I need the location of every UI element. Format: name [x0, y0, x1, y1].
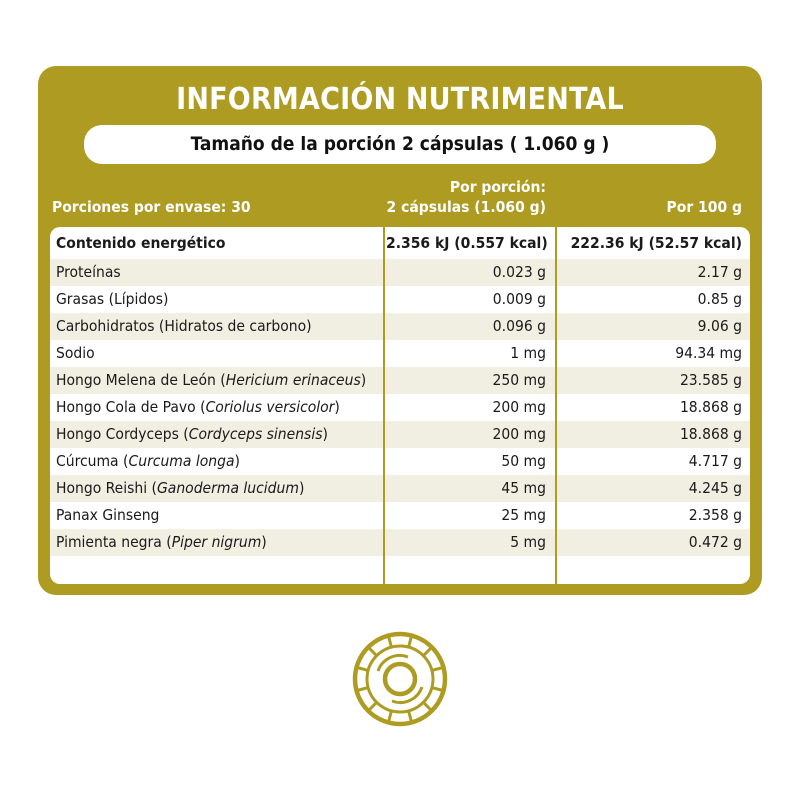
- scientific-name: Hericium erinaceus: [225, 371, 361, 389]
- per-serving-value: 2.356 kJ (0.557 kcal): [386, 234, 548, 252]
- scientific-name: Coriolus versicolor: [205, 398, 335, 416]
- per-serving-value: 1 mg: [510, 344, 546, 362]
- per-100g-value: 4.245 g: [688, 479, 742, 497]
- per-serving-value: 0.023 g: [492, 263, 546, 281]
- table-row: Hongo Cola de Pavo (Coriolus versicolor)…: [50, 394, 750, 421]
- per-serving-value: 250 mg: [492, 371, 546, 389]
- scientific-name: Piper nigrum: [171, 533, 262, 551]
- per-100g-header: Por 100 g: [666, 198, 742, 216]
- per-100g-value: 2.17 g: [697, 263, 742, 281]
- per-100g-value: 0.85 g: [697, 290, 742, 308]
- nutrient-name: Sodio: [56, 344, 95, 362]
- table-row: Hongo Melena de León (Hericium erinaceus…: [50, 367, 750, 394]
- per-100g-value: 4.717 g: [688, 452, 742, 470]
- nutrition-table: Pimienta negra (Piper nigrum) 5 mg 0.472 g…: [50, 227, 750, 584]
- per-100g-value: 18.868 g: [679, 425, 742, 443]
- per-serving-header-line1: Por porción:: [449, 178, 546, 196]
- nutrition-panel: INFORMACIÓN NUTRIMENTAL Tamaño de la por…: [38, 66, 762, 595]
- scientific-name: Cordyceps sinensis: [188, 425, 323, 443]
- per-100g-value: 0.472 g: [688, 533, 742, 551]
- table-row: Carbohidratos (Hidratos de carbono) 0.096…: [50, 313, 750, 340]
- table-row: Hongo Cordyceps (Cordyceps sinensis) 200 …: [50, 421, 750, 448]
- per-100g-value: 222.36 kJ (52.57 kcal): [570, 234, 742, 252]
- nutrient-name: Grasas (Lípidos): [56, 290, 169, 308]
- per-serving-header: Por porción: 2 cápsulas (1.060 g): [384, 177, 546, 217]
- nutrient-name: Cúrcuma (Curcuma longa): [56, 452, 240, 470]
- nutrient-name: Carbohidratos (Hidratos de carbono): [56, 317, 312, 335]
- per-serving-value: 45 mg: [501, 479, 546, 497]
- table-row: Proteínas 0.023 g 2.17 g: [50, 259, 750, 286]
- per-serving-value: 25 mg: [501, 506, 546, 524]
- per-100g-value: 9.06 g: [697, 317, 742, 335]
- column-divider: [383, 227, 385, 584]
- table-row: Cúrcuma (Curcuma longa) 50 mg 4.717 g: [50, 448, 750, 475]
- per-100g-value: 23.585 g: [679, 371, 742, 389]
- table-row: Contenido energético 2.356 kJ (0.557 kcal…: [50, 227, 750, 259]
- table-row: Grasas (Lípidos) 0.009 g 0.85 g: [50, 286, 750, 313]
- nutrient-name: Pimienta negra (Piper nigrum): [56, 533, 267, 551]
- serving-size-banner: Tamaño de la porción 2 cápsulas ( 1.060 …: [84, 125, 716, 164]
- column-divider: [555, 227, 557, 584]
- table-row: Pimienta negra (Piper nigrum) 5 mg 0.472 g: [50, 529, 750, 556]
- per-serving-value: 200 mg: [492, 398, 546, 416]
- per-serving-value: 200 mg: [492, 425, 546, 443]
- nutrient-name: Proteínas: [56, 263, 121, 281]
- table-row: Sodio 1 mg 94.34 mg: [50, 340, 750, 367]
- nutrient-name: Hongo Reishi (Ganoderma lucidum): [56, 479, 305, 497]
- panel-title: INFORMACIÓN NUTRIMENTAL: [176, 82, 624, 117]
- nutrient-name: Hongo Melena de León (Hericium erinaceus…: [56, 371, 367, 389]
- brand-emblem-icon: [352, 631, 448, 727]
- per-serving-header-line2: 2 cápsulas (1.060 g): [386, 198, 546, 216]
- scientific-name: Ganoderma lucidum: [156, 479, 299, 497]
- nutrient-name: Hongo Cola de Pavo (Coriolus versicolor): [56, 398, 340, 416]
- table-row: Hongo Reishi (Ganoderma lucidum) 45 mg 4.2…: [50, 475, 750, 502]
- per-serving-value: 0.096 g: [492, 317, 546, 335]
- nutrient-name: Hongo Cordyceps (Cordyceps sinensis): [56, 425, 328, 443]
- portions-per-container-header: Porciones por envase: 30: [52, 198, 251, 216]
- per-serving-value: 50 mg: [501, 452, 546, 470]
- per-100g-value: 94.34 mg: [675, 344, 742, 362]
- per-serving-value: 0.009 g: [492, 290, 546, 308]
- table-row: Panax Ginseng 25 mg 2.358 g: [50, 502, 750, 529]
- per-100g-value: 2.358 g: [688, 506, 742, 524]
- per-serving-value: 5 mg: [510, 533, 546, 551]
- nutrient-name: Contenido energético: [56, 234, 226, 252]
- per-100g-value: 18.868 g: [679, 398, 742, 416]
- nutrient-name: Panax Ginseng: [56, 506, 160, 524]
- scientific-name: Curcuma longa: [128, 452, 235, 470]
